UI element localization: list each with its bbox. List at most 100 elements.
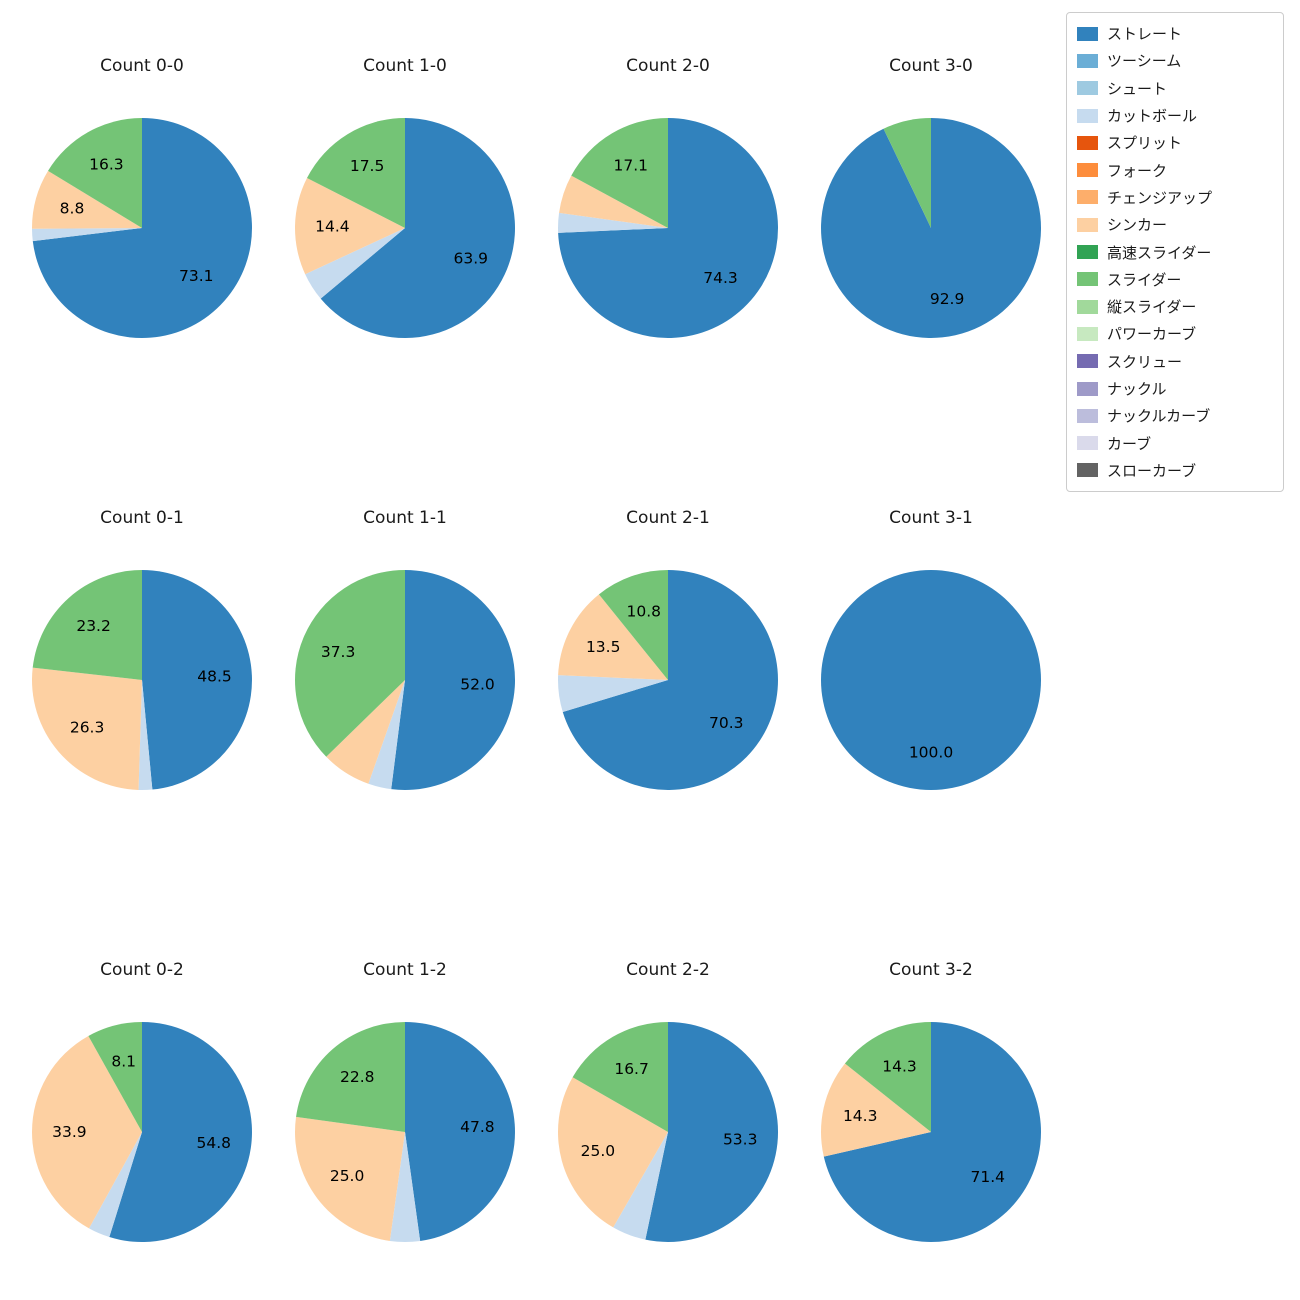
chart-title: Count 1-2 (363, 960, 447, 980)
pie-slice-label: 17.1 (613, 157, 648, 175)
pie-chart-count-0-0: Count 0-0 73.1 8.8 16.3 (11, 30, 274, 470)
pie-slice-label: 14.4 (315, 218, 350, 236)
chart-title: Count 3-2 (889, 960, 973, 980)
pie-chart-count-1-0: Count 1-0 63.9 14.4 17.5 (274, 30, 537, 470)
pie-slice-label: 8.8 (59, 200, 84, 218)
pie-slice-label: 53.3 (722, 1131, 757, 1149)
pie-chart-count-0-2: Count 0-2 54.8 33.9 8.1 (11, 934, 274, 1300)
pie-svg: 48.5 26.3 23.2 (31, 570, 252, 791)
legend-swatch-icon (1077, 135, 1098, 150)
pie-svg: 54.8 33.9 8.1 (31, 1022, 252, 1242)
pie-slice-ストレート (562, 570, 778, 790)
legend-label: 縦スライダー (1107, 298, 1197, 317)
legend-label: ツーシーム (1107, 52, 1182, 71)
pie-slice-カットボール (304, 228, 405, 299)
pie-slice-シンカー (31, 667, 142, 790)
pie-slice-カットボール (557, 212, 668, 233)
pie-slice-シンカー (557, 594, 668, 680)
legend-swatch-icon (1077, 81, 1098, 96)
pie-slice-カットボール (138, 680, 152, 791)
pie-slice-label: 14.3 (842, 1107, 877, 1125)
chart-title: Count 1-0 (363, 56, 447, 76)
legend-label: スライダー (1107, 270, 1182, 289)
legend-item: シンカー (1077, 211, 1273, 238)
pie-slice-スライダー (87, 1022, 142, 1132)
pie-svg: 53.3 25.0 16.7 (557, 1022, 778, 1242)
pie-slice-label: 52.0 (460, 676, 495, 694)
legend-item: ナックル (1077, 375, 1273, 402)
pie-slice-スライダー (294, 570, 405, 757)
legend-label: 高速スライダー (1107, 243, 1212, 262)
chart-title: Count 2-2 (626, 960, 710, 980)
pie-slice-label: 14.3 (882, 1058, 917, 1076)
pie-slice-ストレート (320, 118, 515, 338)
pie-slice-ストレート (141, 570, 252, 790)
legend-label: スプリット (1107, 134, 1183, 153)
pie-slice-シンカー (325, 680, 405, 784)
pie-slice-スライダー (47, 118, 142, 228)
pie-slice-カットボール (367, 680, 405, 790)
legend-label: スローカーブ (1107, 461, 1197, 480)
pie-slice-ストレート (820, 118, 1041, 338)
pie-svg: 100.0 (820, 570, 1041, 790)
pie-svg: 47.8 25.0 22.8 (294, 1022, 515, 1242)
legend-item: スプリット (1077, 129, 1273, 156)
pie-chart-count-3-0: Count 3-0 92.9 (800, 30, 1063, 470)
legend-label: ストレート (1107, 25, 1183, 44)
legend-item: シュート (1077, 75, 1273, 102)
pie-slice-label: 37.3 (320, 643, 355, 661)
pie-chart-count-2-1: Count 2-1 70.3 13.5 10.8 (537, 482, 800, 922)
legend-item: ツーシーム (1077, 47, 1273, 74)
legend-swatch-icon (1077, 381, 1098, 396)
legend-swatch-icon (1077, 436, 1098, 451)
pie-slice-label: 74.3 (703, 269, 738, 287)
pie-slice-label: 47.8 (460, 1118, 495, 1136)
pie-slice-スライダー (570, 118, 668, 228)
pie-slice-label: 100.0 (908, 744, 952, 762)
pie-slice-label: 16.3 (89, 156, 124, 174)
legend-label: シュート (1107, 79, 1168, 98)
pie-slice-label: 63.9 (453, 250, 488, 268)
pie-slice-カットボール (88, 1132, 142, 1238)
pie-svg: 70.3 13.5 10.8 (557, 570, 778, 790)
pie-slice-ストレート (557, 118, 778, 338)
pie-slice-label: 26.3 (69, 719, 104, 737)
pie-slice-ストレート (390, 570, 515, 790)
pie-slice-ストレート (644, 1022, 778, 1242)
pie-slice-シンカー (558, 175, 668, 228)
legend-item: カットボール (1077, 102, 1273, 129)
pie-slice-シンカー (294, 1116, 405, 1241)
legend-swatch-icon (1077, 217, 1098, 232)
legend-swatch-icon (1077, 408, 1098, 423)
chart-title: Count 0-2 (100, 960, 184, 980)
pie-slice-label: 22.8 (340, 1068, 375, 1086)
pie-slice-label: 13.5 (585, 638, 620, 656)
pie-slice-スライダー (598, 570, 668, 680)
pie-slice-スライダー (306, 118, 405, 228)
pie-slice-カットボール (557, 675, 668, 713)
pie-slice-カットボール (612, 1132, 668, 1240)
pie-slice-シンカー (31, 170, 142, 229)
pie-chart-count-3-2: Count 3-2 71.4 14.3 14.3 (800, 934, 1063, 1300)
pie-slice-ストレート (404, 1022, 515, 1241)
legend-label: フォーク (1107, 161, 1168, 180)
legend-label: カットボール (1107, 107, 1198, 126)
pie-slice-label: 16.7 (614, 1060, 649, 1078)
pie-chart-count-3-1: Count 3-1 100.0 (800, 482, 1063, 922)
pie-slice-label: 73.1 (179, 267, 214, 285)
pie-slice-label: 33.9 (52, 1123, 87, 1141)
pie-slice-ストレート (32, 118, 252, 338)
legend-item: スクリュー (1077, 348, 1273, 375)
pie-slice-シンカー (820, 1063, 931, 1157)
legend-swatch-icon (1077, 26, 1098, 41)
pie-slice-label: 92.9 (929, 290, 964, 308)
pie-slice-スライダー (32, 570, 142, 680)
pie-slice-label: 23.2 (76, 617, 111, 635)
chart-title: Count 2-1 (626, 508, 710, 528)
legend-item: 縦スライダー (1077, 293, 1273, 320)
legend-swatch-icon (1077, 299, 1098, 314)
chart-title: Count 0-0 (100, 56, 184, 76)
legend-item: ストレート (1077, 20, 1273, 47)
legend-item: チェンジアップ (1077, 184, 1273, 211)
